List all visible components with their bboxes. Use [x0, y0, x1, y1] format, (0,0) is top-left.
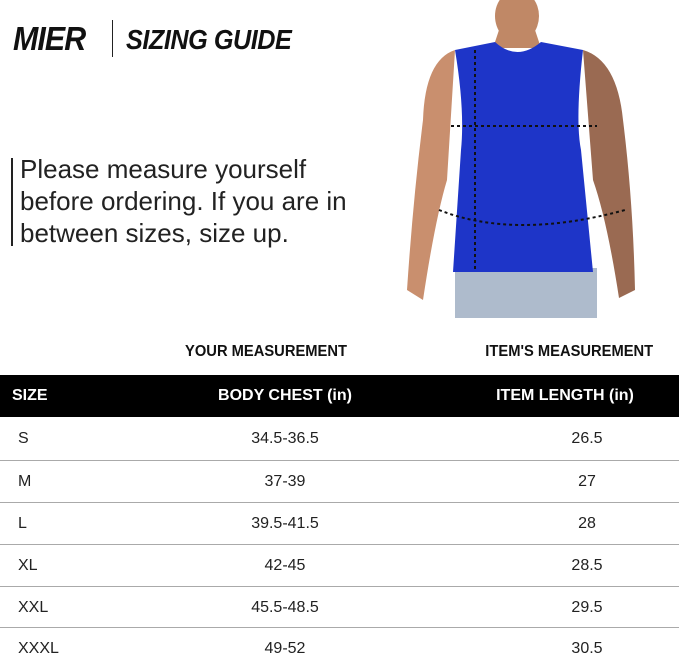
- chest-cell: 42-45: [264, 557, 306, 574]
- table-row: L 39.5-41.5 28: [0, 503, 679, 545]
- left-arm: [407, 50, 455, 300]
- length-cell: 28: [578, 515, 596, 532]
- chest-cell: 34.5-36.5: [251, 430, 319, 447]
- header-divider: [112, 20, 113, 57]
- table-header: SIZE BODY CHEST (in) ITEM LENGTH (in): [0, 375, 679, 417]
- length-cell: 29.5: [571, 599, 603, 616]
- size-cell: XXXL: [18, 640, 59, 657]
- table-row: XL 42-45 28.5: [0, 545, 679, 587]
- size-cell: XL: [18, 557, 38, 574]
- page-title: SIZING GUIDE: [126, 24, 292, 55]
- waist-measure-line: [438, 209, 626, 226]
- neck: [493, 30, 541, 48]
- length-cell: 27: [578, 473, 596, 490]
- table-row: XXXL 49-52 30.5: [0, 628, 679, 668]
- model-photo: [407, 0, 635, 318]
- note-accent-bar: [11, 158, 13, 246]
- size-cell: L: [18, 515, 27, 532]
- table-row: S 34.5-36.5 26.5: [0, 418, 679, 461]
- size-cell: M: [18, 473, 32, 490]
- chest-cell: 45.5-48.5: [251, 599, 319, 616]
- chest-cell: 39.5-41.5: [251, 515, 319, 532]
- size-cell: S: [18, 430, 29, 447]
- shorts: [455, 268, 597, 318]
- chest-cell: 49-52: [264, 640, 306, 657]
- length-cell: 26.5: [571, 430, 603, 447]
- chest-cell: 37-39: [264, 473, 306, 490]
- table-row: M 37-39 27: [0, 461, 679, 503]
- length-cell: 30.5: [571, 640, 603, 657]
- col-item-length: ITEM LENGTH (in): [496, 387, 634, 404]
- measure-note: Please measure yourself before ordering.…: [20, 154, 347, 248]
- table-row: XXL 45.5-48.5 29.5: [0, 587, 679, 628]
- tank-top: [453, 42, 593, 272]
- right-arm: [583, 50, 635, 298]
- length-cell: 28.5: [571, 557, 603, 574]
- group-header-items-measurement: ITEM'S MEASUREMENT: [485, 343, 654, 360]
- group-header-your-measurement: YOUR MEASUREMENT: [185, 343, 347, 360]
- col-size: SIZE: [12, 387, 48, 404]
- brand-logo: MIER: [13, 20, 86, 57]
- size-cell: XXL: [18, 599, 49, 616]
- col-body-chest: BODY CHEST (in): [218, 387, 352, 404]
